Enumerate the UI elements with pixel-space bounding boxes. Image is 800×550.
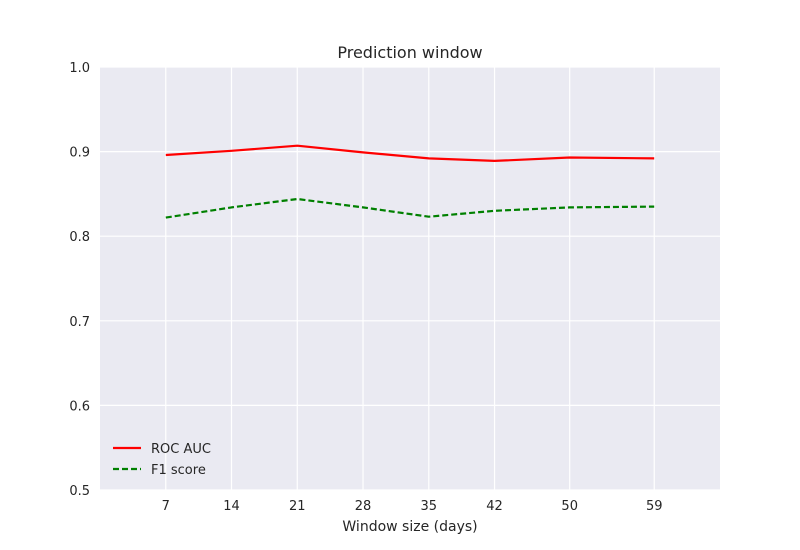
series-line-roc-auc [165,144,655,162]
y-tick-label: 0.9 [69,146,90,161]
x-tick-label: 42 [486,499,503,514]
x-tick-label: 28 [355,499,372,514]
y-tick-label: 0.6 [69,399,90,414]
x-tick-label: 7 [162,499,170,514]
y-axis: 0.5 0.6 0.7 0.8 0.9 1.0 [69,61,90,499]
x-tick-label: 14 [223,499,240,514]
legend-label: F1 score [151,463,206,478]
series-line-f1-score [165,197,655,219]
grid [100,66,720,491]
y-tick-label: 1.0 [69,61,90,76]
chart-title: Prediction window [337,43,482,62]
plot-area [100,67,720,490]
y-tick-label: 0.5 [69,484,90,499]
x-tick-label: 50 [561,499,578,514]
x-axis-label: Window size (days) [342,519,477,535]
series-layer [165,144,655,219]
x-tick-label: 21 [289,499,306,514]
legend: ROC AUC F1 score [113,442,211,478]
y-tick-label: 0.7 [69,315,90,330]
y-tick-label: 0.8 [69,230,90,245]
legend-label: ROC AUC [151,442,211,457]
x-axis: 7 14 21 28 35 42 50 59 [162,499,663,514]
x-tick-label: 35 [421,499,438,514]
x-tick-label: 59 [646,499,663,514]
